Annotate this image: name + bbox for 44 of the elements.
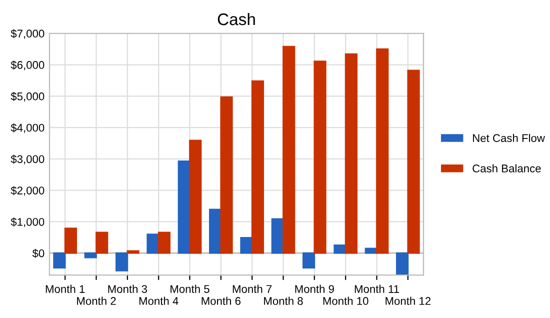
bar	[53, 252, 66, 269]
bar	[334, 244, 346, 254]
bar	[64, 228, 77, 254]
bar	[407, 70, 420, 254]
bar	[314, 60, 326, 254]
bar	[220, 96, 233, 254]
chart-title: Cash	[218, 12, 255, 26]
y-tick-label: $4,000	[10, 123, 44, 133]
x-tick-label: Month 6	[202, 296, 241, 305]
bar	[376, 48, 389, 254]
y-tick-label: $0	[32, 248, 44, 258]
y-tick-label: $2,000	[10, 186, 44, 196]
bar	[84, 252, 97, 258]
legend-label: Net Cash Flow	[473, 134, 545, 142]
bar	[302, 252, 316, 269]
x-tick-label: Month 5	[170, 284, 210, 293]
x-tick-label: Month 11	[354, 284, 399, 293]
legend-label: Cash Balance	[472, 164, 541, 172]
y-tick-label: $7,000	[10, 29, 44, 39]
y-tick-label: $5,000	[10, 92, 44, 102]
bar	[116, 252, 128, 272]
x-tick-label: Month 8	[264, 296, 303, 305]
bar	[240, 237, 253, 254]
x-tick-label: Month 10	[323, 296, 368, 305]
y-tick-label: $3,000	[10, 154, 44, 164]
bar	[364, 248, 378, 254]
bar	[282, 46, 296, 254]
x-tick-label: Month 9	[295, 284, 334, 293]
bar	[126, 250, 140, 254]
x-tick-label: Month 4	[139, 296, 178, 305]
x-tick-label: Month 1	[46, 284, 85, 293]
y-tick-label: $1,000	[10, 218, 44, 228]
bar	[146, 234, 160, 254]
bar	[189, 140, 202, 254]
y-tick-label: $6,000	[10, 60, 44, 70]
bar	[96, 232, 108, 254]
x-tick-label: Month 12	[386, 296, 431, 305]
bar	[396, 252, 409, 275]
x-tick-label: Month 2	[77, 296, 116, 305]
x-tick-label: Month 3	[108, 284, 148, 293]
bar	[158, 232, 170, 254]
bar	[251, 80, 264, 254]
bar	[344, 53, 358, 254]
x-tick-label: Month 7	[232, 284, 272, 293]
